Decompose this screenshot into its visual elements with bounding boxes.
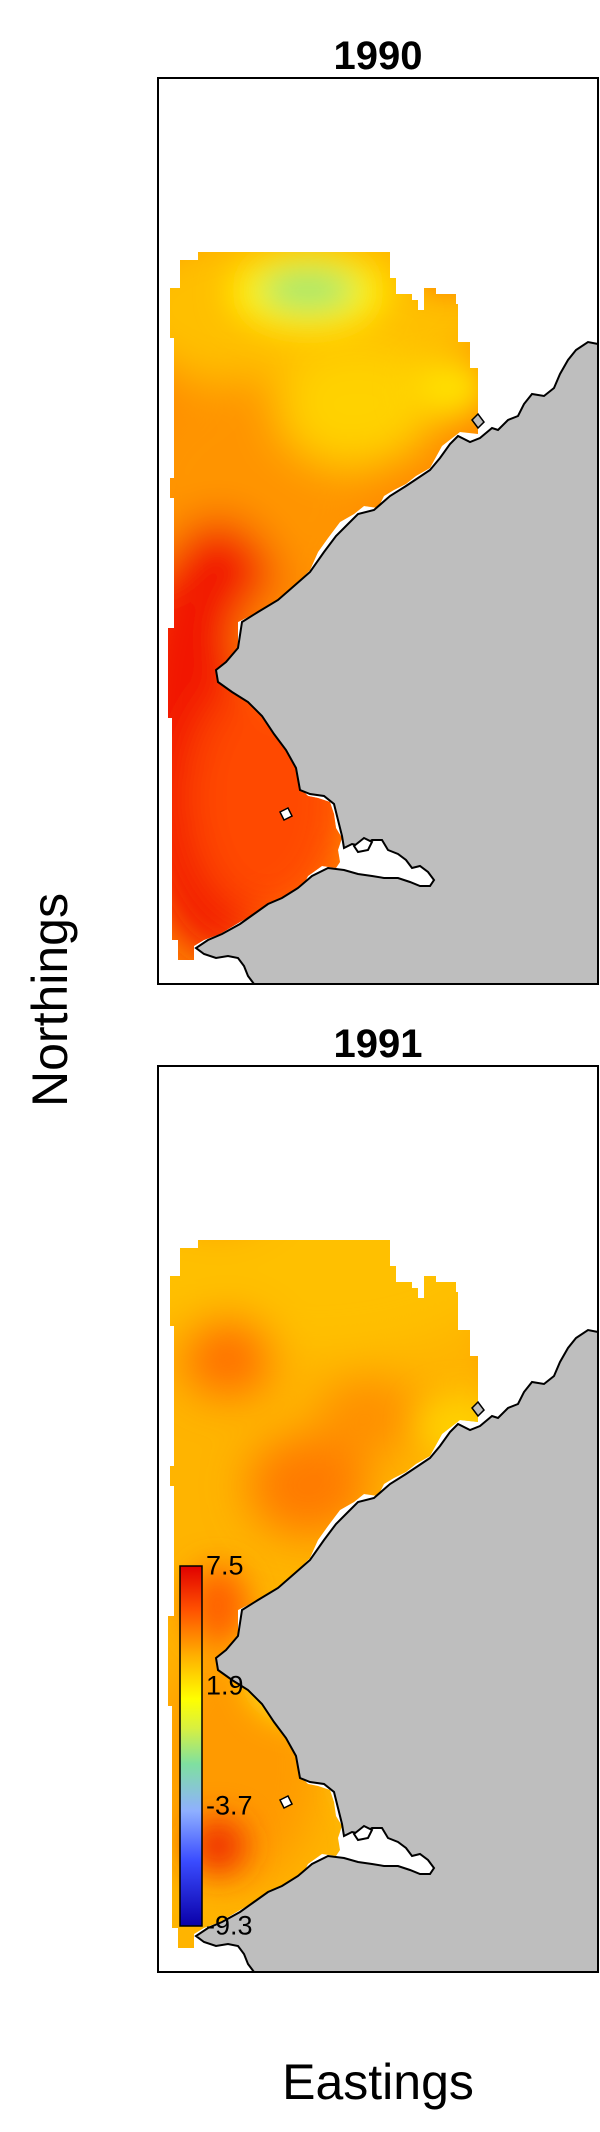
map-panel-1990 <box>157 77 599 985</box>
panel-frame-1990 <box>157 77 599 985</box>
land-1991 <box>194 1328 599 1973</box>
legend-tick-max: 7.5 <box>206 1550 244 1581</box>
legend-colorbar <box>179 1565 203 1927</box>
legend-tick-2: 1.9 <box>206 1670 244 1701</box>
land-1990 <box>194 340 599 985</box>
map-panel-1991 <box>157 1065 599 1973</box>
panel-frame-1991 <box>157 1065 599 1973</box>
legend-tick-3: -3.7 <box>206 1790 253 1821</box>
legend-tick-min: -9.3 <box>206 1910 253 1941</box>
x-axis-label: Eastings <box>282 2054 474 2110</box>
panel-title-1991: 1991 <box>333 1022 423 1066</box>
panel-title-1990: 1990 <box>333 34 423 78</box>
